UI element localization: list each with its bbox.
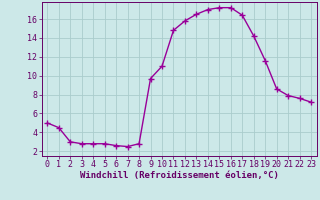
X-axis label: Windchill (Refroidissement éolien,°C): Windchill (Refroidissement éolien,°C) (80, 171, 279, 180)
